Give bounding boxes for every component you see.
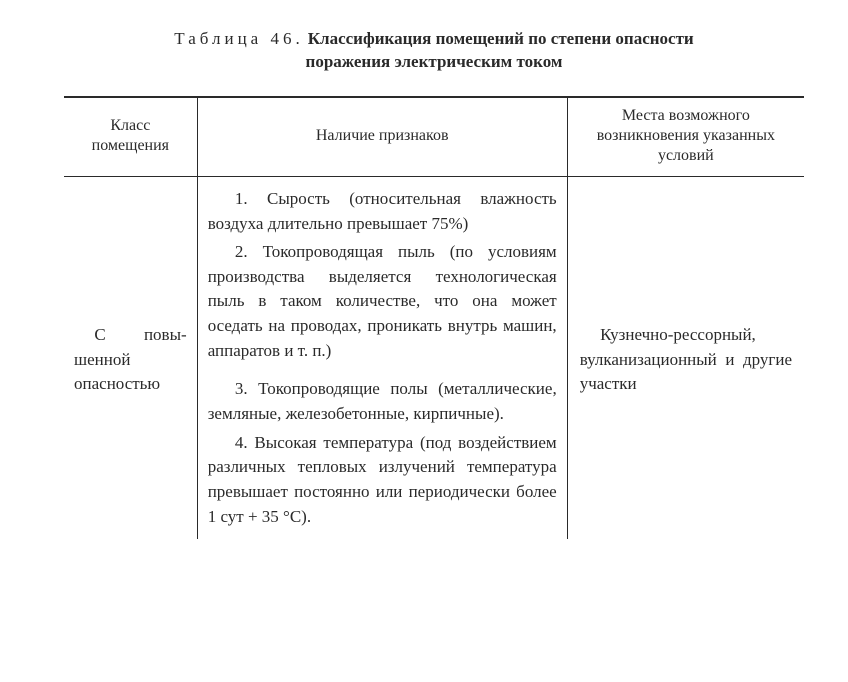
- header-class: Класс помещения: [64, 97, 197, 177]
- cell-places: Кузнечно-рессор­ный, вулканизацион­ный и…: [567, 176, 804, 539]
- table-header-row: Класс помещения Наличие признаков Места …: [64, 97, 804, 177]
- header-signs: Наличие признаков: [197, 97, 567, 177]
- sign-item: 1. Сырость (относительная влаж­ность воз…: [208, 187, 557, 236]
- table-title-line2: поражения электрическим током: [306, 52, 563, 71]
- cell-class: С повы­шенной опасностью: [64, 176, 197, 539]
- cell-signs: 1. Сырость (относительная влаж­ность воз…: [197, 176, 567, 539]
- table-title-line1: Классификация помещений по степени опасн…: [308, 29, 694, 48]
- sign-item: 4. Высокая температура (под воздействием…: [208, 431, 557, 530]
- table-caption: Таблица 46. Классификация помещений по с…: [64, 28, 804, 74]
- table-label: Таблица 46.: [174, 29, 303, 48]
- places-text: Кузнечно-рессор­ный, вулканизацион­ный и…: [578, 323, 794, 397]
- class-text: С повы­шенной опасностью: [74, 323, 187, 397]
- table-row: С повы­шенной опасностью 1. Сырость (отн…: [64, 176, 804, 539]
- header-places: Места возможного возникновения указан­ны…: [567, 97, 804, 177]
- classification-table: Класс помещения Наличие признаков Места …: [64, 96, 804, 539]
- sign-item: 3. Токопроводящие полы (ме­таллические, …: [208, 377, 557, 426]
- sign-item: 2. Токопроводящая пыль (по ус­ловиям про…: [208, 240, 557, 363]
